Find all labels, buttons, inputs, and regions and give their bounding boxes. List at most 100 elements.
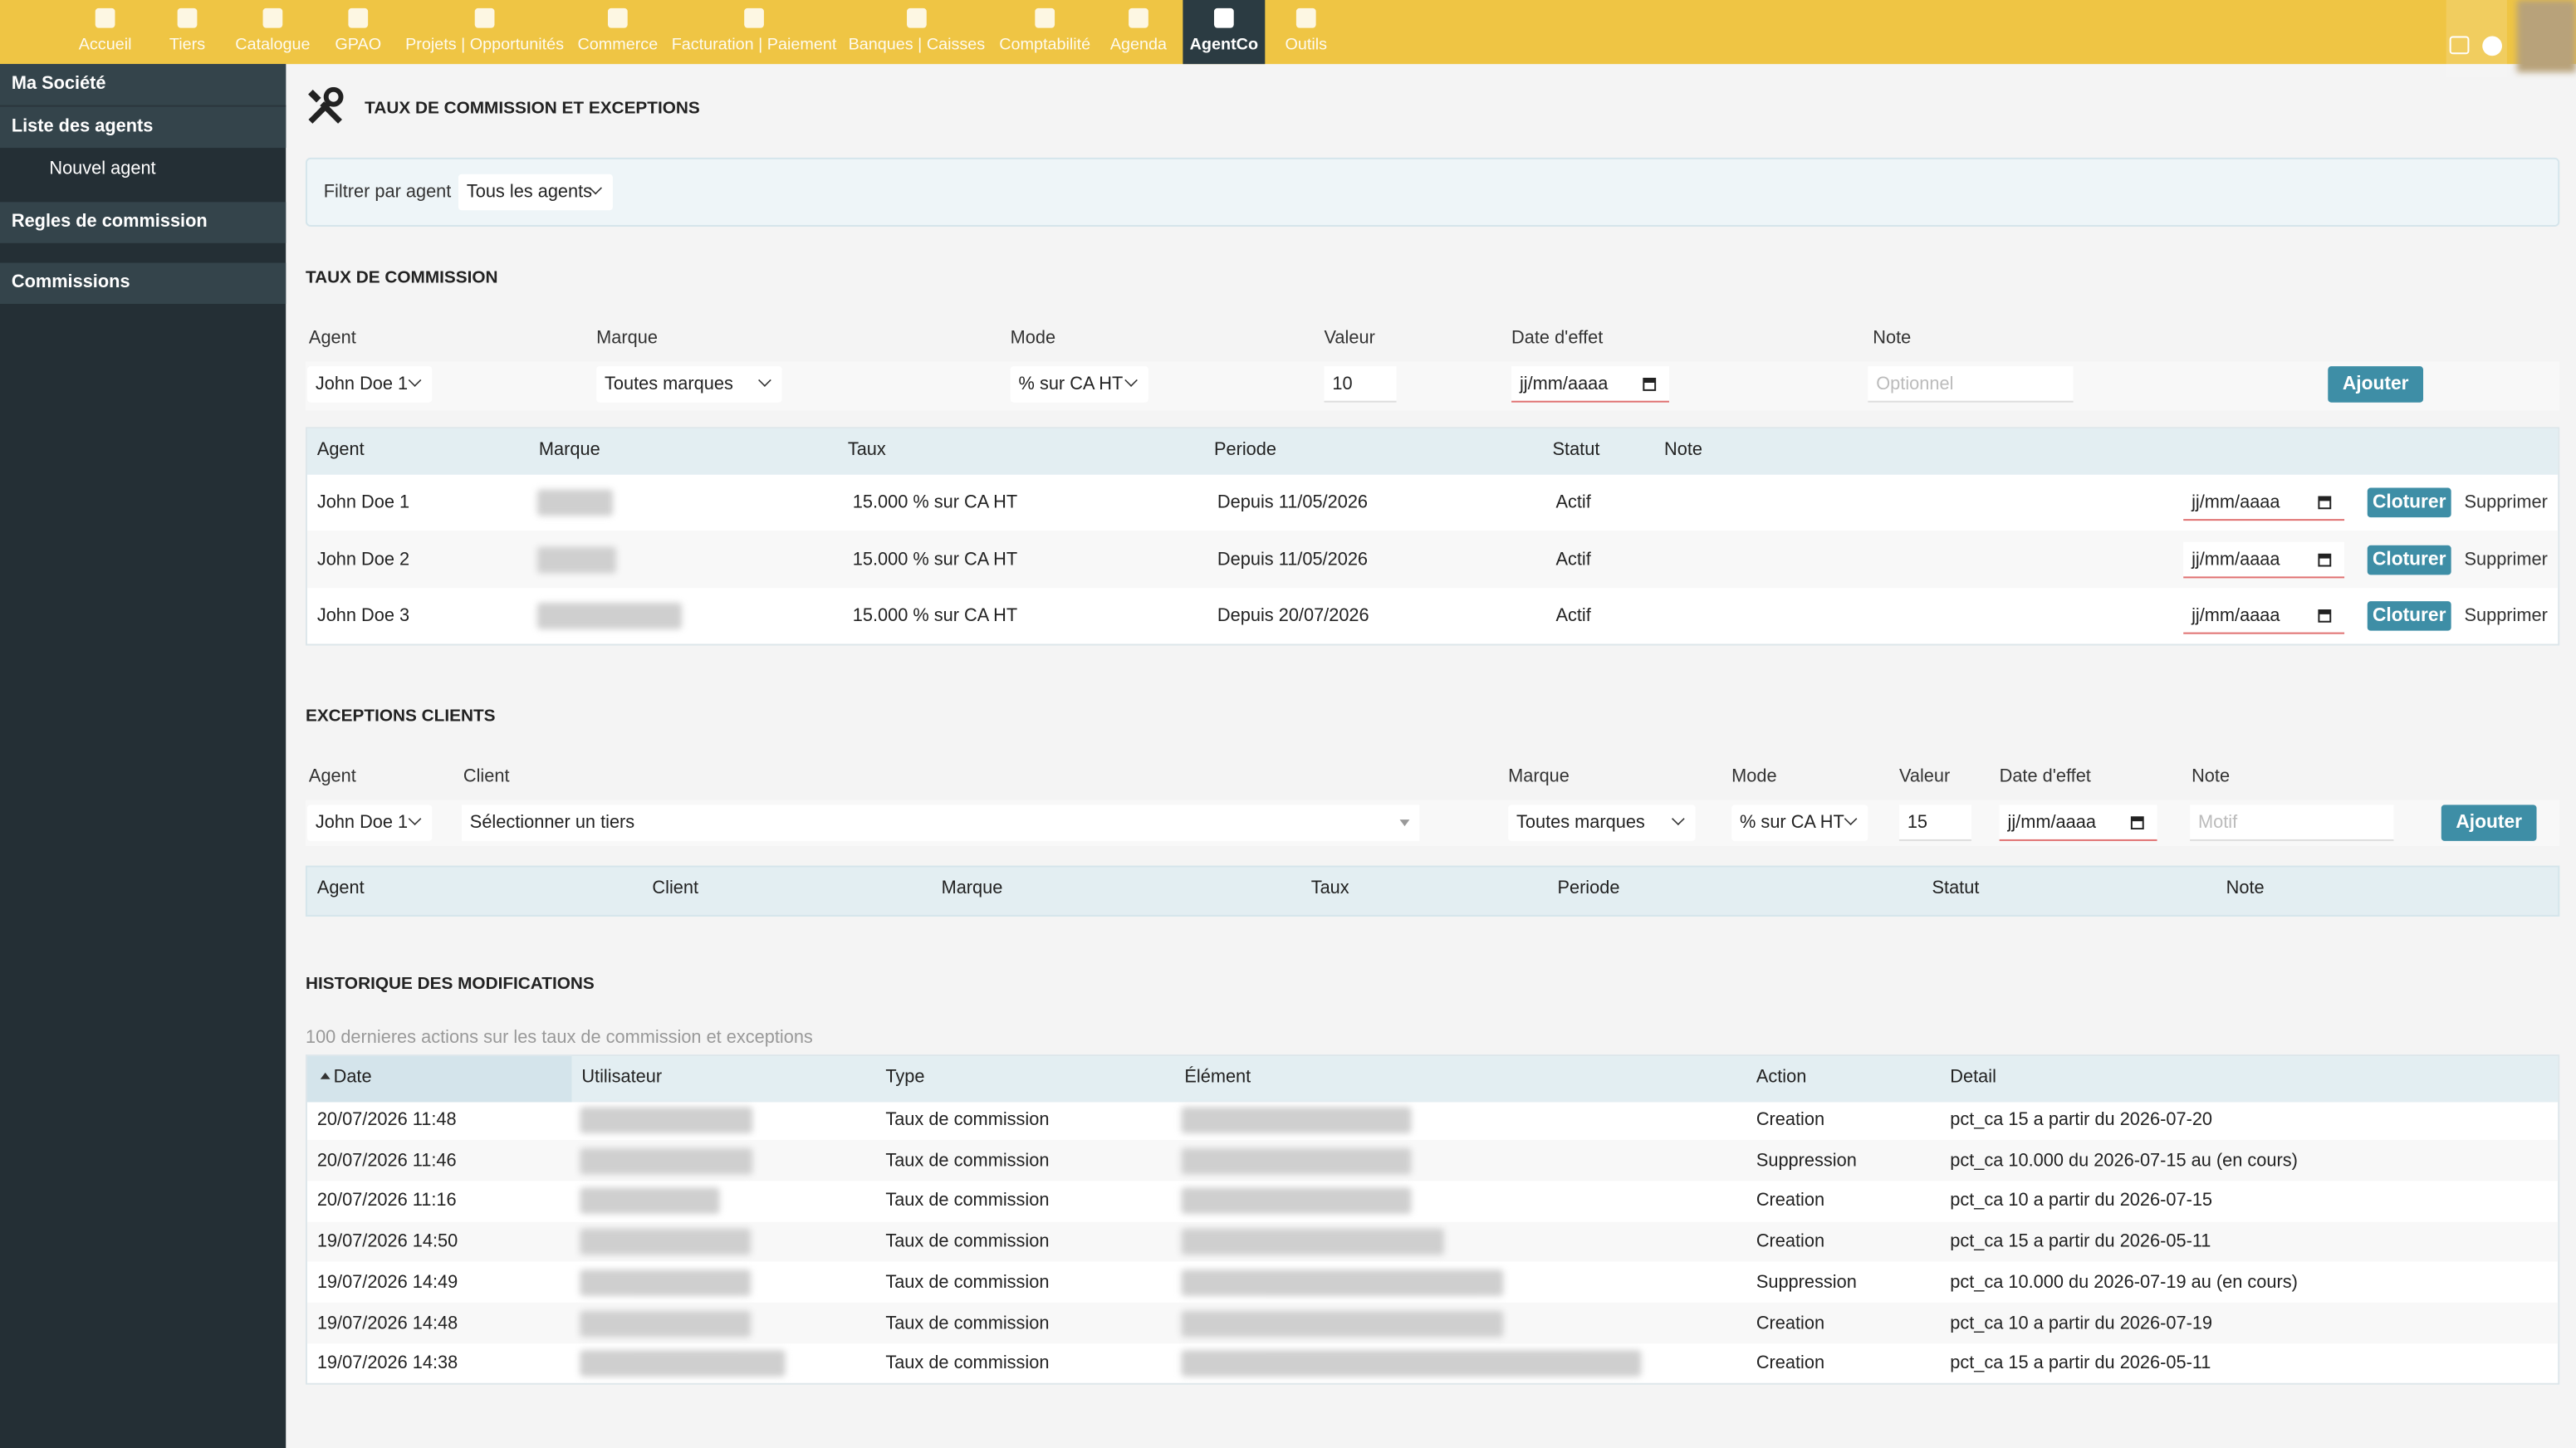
date-placeholder[interactable]: jj/mm/aaaa <box>2192 492 2280 513</box>
sidebar-divider <box>0 105 286 107</box>
mode-select[interactable] <box>1010 366 1148 403</box>
date-placeholder[interactable]: jj/mm/aaaa <box>2192 550 2280 570</box>
nav-item[interactable]: Projets | Opportunités <box>405 36 565 55</box>
column-header[interactable]: Date <box>333 1067 372 1088</box>
date-cell: 19/07/2026 14:38 <box>316 1353 458 1374</box>
agent-select-value[interactable]: John Doe 1 <box>315 374 409 394</box>
table-header <box>306 428 2559 475</box>
add-button[interactable]: Ajouter <box>2328 366 2424 403</box>
value-input-text[interactable]: 10 <box>1332 374 1353 394</box>
brand-select-value[interactable]: Toutes marques <box>605 374 733 394</box>
value-input[interactable] <box>1898 805 1971 841</box>
element-cell-redacted <box>1181 1188 1412 1215</box>
brand-select[interactable] <box>1508 805 1696 841</box>
brand-select[interactable] <box>596 366 782 403</box>
sidebar-company[interactable]: Ma Société <box>11 74 106 94</box>
column-header: Utilisateur <box>581 1067 663 1088</box>
nav-item[interactable]: Facturation | Paiement <box>671 36 837 55</box>
agent-select[interactable] <box>306 366 433 403</box>
close-button[interactable]: Cloturer <box>2367 545 2451 575</box>
nav-item[interactable]: Agenda <box>1109 36 1168 55</box>
section-title: EXCEPTIONS CLIENTS <box>305 706 496 726</box>
delete-link[interactable]: Supprimer <box>2464 606 2548 626</box>
client-select[interactable] <box>461 805 1420 841</box>
mode-select-value[interactable]: % sur CA HT <box>1740 813 1844 834</box>
filter-panel <box>305 157 2560 227</box>
date-input[interactable] <box>2183 541 2345 579</box>
date-cell: 19/07/2026 14:48 <box>316 1313 458 1333</box>
rate-cell: 15.000 % sur CA HT <box>852 492 1018 513</box>
column-header: Marque <box>538 440 600 460</box>
add-button[interactable]: Ajouter <box>2441 805 2537 841</box>
type-cell: Taux de commission <box>885 1231 1050 1252</box>
user-cell-redacted <box>580 1188 720 1215</box>
close-button[interactable]: Cloturer <box>2367 487 2451 518</box>
delete-link[interactable]: Supprimer <box>2464 550 2548 570</box>
type-cell: Taux de commission <box>885 1313 1050 1333</box>
value-input-text[interactable]: 15 <box>1907 813 1928 834</box>
note-input-text[interactable]: Optionnel <box>1876 374 1954 394</box>
note-input[interactable] <box>2190 805 2394 841</box>
nav-item[interactable]: Catalogue <box>235 36 311 55</box>
section-title: HISTORIQUE DES MODIFICATIONS <box>305 974 595 994</box>
sidebar-item[interactable]: Commissions <box>11 272 130 293</box>
calendar-icon <box>2130 816 2144 830</box>
sidebar-item[interactable]: Regles de commission <box>11 212 208 232</box>
nav-item[interactable]: AgentCo <box>1189 36 1259 55</box>
tools-icon <box>306 86 345 126</box>
filter-agent[interactable] <box>458 174 613 211</box>
date-cell: 20/07/2026 11:16 <box>316 1191 457 1211</box>
sidebar-item[interactable]: Nouvel agent <box>49 159 156 179</box>
nav-item[interactable]: Commerce <box>577 36 659 55</box>
nav-item[interactable]: Tiers <box>169 36 206 55</box>
filter-agent-value[interactable]: Tous les agents <box>466 182 593 203</box>
date-placeholder[interactable]: jj/mm/aaaa <box>2007 813 2096 834</box>
type-cell: Taux de commission <box>885 1353 1050 1374</box>
user-cell-redacted <box>580 1269 752 1296</box>
form-label: Marque <box>596 328 658 349</box>
brand-cell-redacted <box>536 603 683 629</box>
nav-item[interactable]: Comptabilité <box>999 36 1091 55</box>
nav-item[interactable]: GPAO <box>335 36 382 55</box>
action-cell: Suppression <box>1756 1272 1857 1293</box>
type-cell: Taux de commission <box>885 1151 1050 1171</box>
agent-select-value[interactable]: John Doe 1 <box>315 813 409 834</box>
client-placeholder[interactable]: Sélectionner un tiers <box>469 813 635 834</box>
value-input[interactable] <box>1324 366 1397 403</box>
form-label: Agent <box>308 328 356 349</box>
column-header: Note <box>2226 878 2265 899</box>
column-header: Agent <box>316 878 365 899</box>
help-icon[interactable] <box>2482 36 2502 56</box>
form-label: Date d'effet <box>1999 766 2091 787</box>
delete-link[interactable]: Supprimer <box>2464 492 2548 513</box>
date-input[interactable] <box>2183 484 2345 521</box>
date-cell: 19/07/2026 14:49 <box>316 1272 458 1293</box>
mode-select[interactable] <box>1731 805 1868 841</box>
print-icon[interactable] <box>2449 36 2470 55</box>
nav-item[interactable]: Outils <box>1285 36 1328 55</box>
detail-cell: pct_ca 15 a partir du 2026-05-11 <box>1950 1353 2211 1374</box>
column-header: Periode <box>1557 878 1620 899</box>
element-cell-redacted <box>1181 1350 1642 1377</box>
date-cell: 20/07/2026 11:48 <box>316 1110 457 1131</box>
nav-item[interactable]: Accueil <box>78 36 132 55</box>
note-input-text[interactable]: Motif <box>2197 813 2238 834</box>
form-label: Client <box>463 766 510 787</box>
close-button[interactable]: Cloturer <box>2367 601 2451 631</box>
date-cell: 19/07/2026 14:50 <box>316 1231 458 1252</box>
note-input[interactable] <box>1868 366 2074 403</box>
user-avatar[interactable] <box>2516 0 2576 73</box>
agent-select[interactable] <box>306 805 433 841</box>
nav-icon <box>262 7 283 28</box>
date-placeholder[interactable]: jj/mm/aaaa <box>1519 374 1609 394</box>
date-input[interactable] <box>1999 805 2157 841</box>
brand-select-value[interactable]: Toutes marques <box>1516 813 1645 834</box>
nav-icon <box>1213 7 1234 28</box>
nav-item[interactable]: Banques | Caisses <box>848 36 986 55</box>
date-placeholder[interactable]: jj/mm/aaaa <box>2192 606 2280 626</box>
mode-select-value[interactable]: % sur CA HT <box>1018 374 1124 394</box>
sidebar-item[interactable]: Liste des agents <box>11 116 154 137</box>
user-cell-redacted <box>580 1350 786 1377</box>
date-input[interactable] <box>2183 598 2345 634</box>
